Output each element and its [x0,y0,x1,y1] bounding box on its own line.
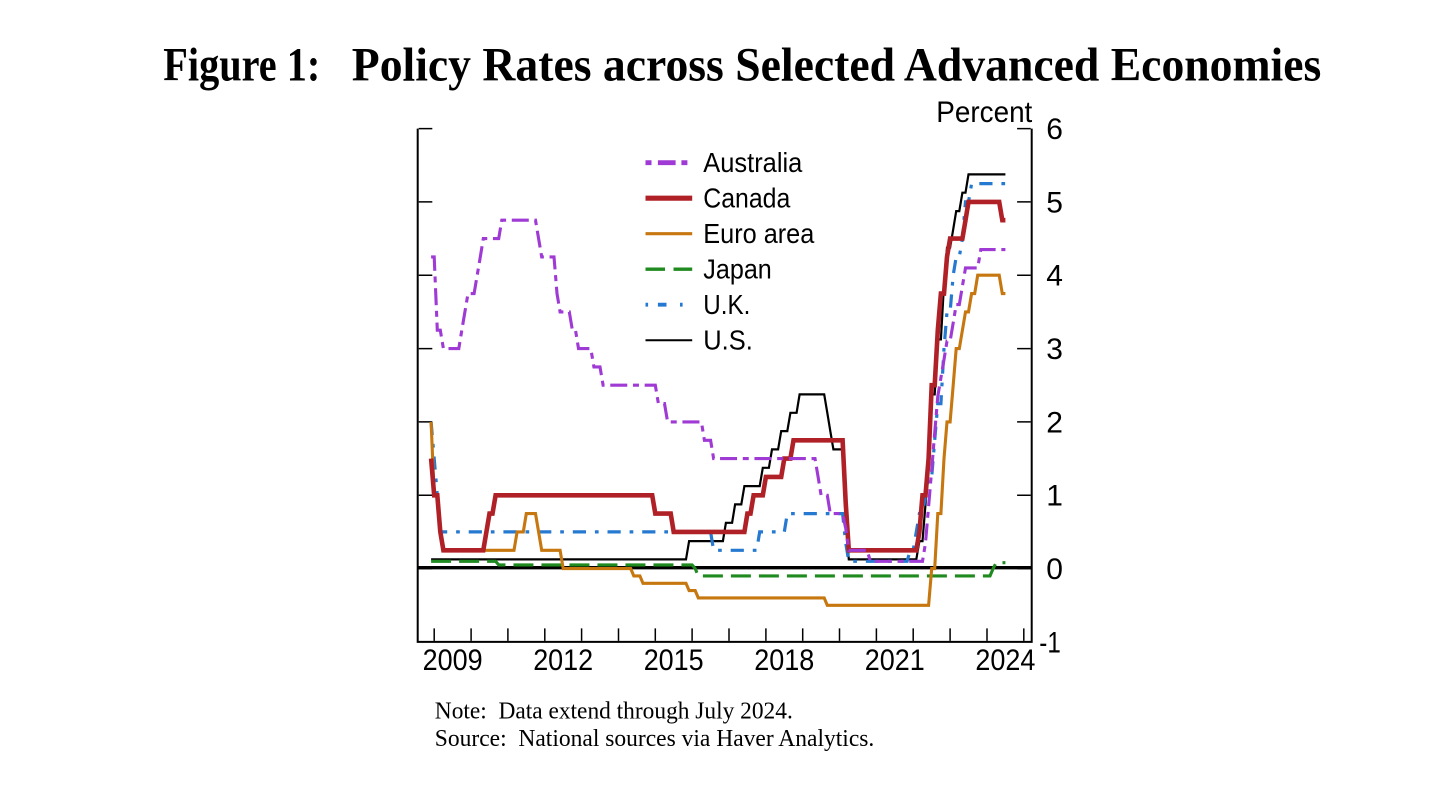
svg-text:5: 5 [1046,186,1063,219]
svg-text:2009: 2009 [423,644,483,677]
svg-text:2: 2 [1046,406,1063,439]
svg-text:2018: 2018 [754,644,814,677]
svg-text:4: 4 [1046,260,1063,293]
svg-text:Percent: Percent [936,96,1033,129]
svg-text:3: 3 [1046,333,1063,366]
svg-text:0: 0 [1046,553,1063,586]
svg-text:2012: 2012 [533,644,593,677]
svg-text:2024: 2024 [975,644,1035,677]
svg-text:U.K.: U.K. [703,289,750,320]
svg-text:Australia: Australia [703,147,803,178]
svg-text:Canada: Canada [703,183,791,214]
svg-text:Japan: Japan [703,254,772,285]
svg-text:Euro area: Euro area [703,218,815,249]
svg-text:2015: 2015 [644,644,704,677]
svg-text:Source: National sources via: Source: National sources via Haver Analy… [435,726,875,752]
svg-text:Policy Rates across Selected A: Policy Rates across Selected Advanced Ec… [352,40,1322,92]
svg-text:1: 1 [1046,480,1063,513]
svg-text:U.S.: U.S. [703,325,753,356]
svg-text:-1: -1 [1039,626,1061,659]
svg-text:Note: Data extend through Jul: Note: Data extend through July 2024. [435,699,793,725]
svg-text:6: 6 [1046,113,1063,146]
svg-text:2021: 2021 [865,644,925,677]
svg-text:Figure 1:: Figure 1: [163,40,320,92]
